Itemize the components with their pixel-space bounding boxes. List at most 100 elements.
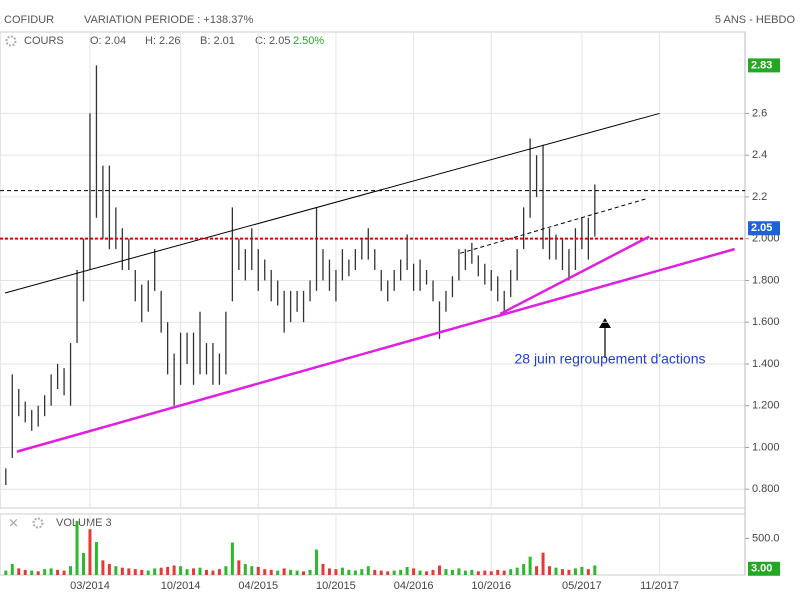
volume-bar <box>179 566 183 575</box>
close: C: 2.05 <box>255 35 290 47</box>
y-tick-label: 1.800 <box>752 274 780 286</box>
volume-bar <box>593 565 597 575</box>
volume-bar <box>127 568 131 575</box>
open: O: 2.04 <box>90 35 126 47</box>
volume-bar <box>69 566 73 575</box>
y-tick-label: 1.000 <box>752 441 780 453</box>
low: B: 2.01 <box>200 35 235 47</box>
volume-bar <box>444 569 448 575</box>
volume-bar <box>114 566 118 575</box>
volume-bar <box>75 521 79 575</box>
volume-bar <box>386 571 390 575</box>
x-tick-label: 03/2014 <box>70 580 110 592</box>
volume-bar <box>153 568 157 575</box>
volume-bar <box>224 566 228 575</box>
volume-bar <box>94 542 98 575</box>
y-tick-label: 0.800 <box>752 483 780 495</box>
value-marker-label: 2.05 <box>751 222 772 234</box>
volume-bar <box>560 569 564 575</box>
volume-bar <box>56 569 60 575</box>
volume-bar <box>412 568 416 575</box>
trendline <box>4 112 660 294</box>
volume-bar <box>353 570 357 575</box>
volume-bar <box>334 569 338 575</box>
volume-bar <box>476 571 480 575</box>
y-tick-label: 2.6 <box>752 107 767 119</box>
annotation-arrowhead <box>599 318 611 328</box>
volume-bar <box>496 569 500 575</box>
x-tick-label: 10/2015 <box>316 580 356 592</box>
x-tick-label: 10/2016 <box>471 580 511 592</box>
y-tick-label: 500.0 <box>752 532 780 544</box>
volume-bar <box>347 569 351 575</box>
volume-bar <box>528 556 532 575</box>
volume-bar <box>573 568 577 575</box>
volume-bar <box>198 567 202 575</box>
volume-bar <box>392 570 396 575</box>
series-label: COURS <box>24 35 64 47</box>
volume-bar <box>548 566 552 575</box>
volume-bar <box>88 529 92 575</box>
value-marker <box>748 221 780 236</box>
volume-bar <box>23 569 27 575</box>
x-tick-label: 11/2017 <box>640 580 679 592</box>
volume-bar <box>502 570 506 575</box>
annotation: 28 juin regroupement d'actions <box>514 351 705 367</box>
volume-bar <box>366 566 370 575</box>
volume-bar <box>457 568 461 575</box>
volume-bar <box>230 542 234 575</box>
volume-bar <box>489 571 493 575</box>
volume-bar <box>515 567 519 575</box>
change: 2.50% <box>293 35 324 47</box>
period: 5 ANS - HEBDO <box>715 14 796 26</box>
volume-bar <box>431 569 435 575</box>
volume-bar <box>470 569 474 575</box>
x-tick-label: 10/2014 <box>161 580 201 592</box>
volume-bar <box>159 567 163 575</box>
volume-bar <box>120 567 124 575</box>
volume-bar <box>321 564 325 575</box>
volume-bar <box>554 567 558 575</box>
volume-bar <box>217 569 221 575</box>
volume-bar <box>250 566 254 575</box>
y-tick-label: 1.200 <box>752 400 780 412</box>
volume-bar <box>166 566 170 575</box>
settings-icon[interactable] <box>5 35 17 47</box>
volume-bar <box>450 569 454 575</box>
volume-bar <box>276 570 280 575</box>
settings-icon[interactable] <box>32 517 44 529</box>
volume-bar <box>49 568 53 575</box>
volume-bar <box>192 568 196 575</box>
volume-bar <box>4 570 8 575</box>
volume-bar <box>289 569 293 575</box>
value-marker-label: 2.83 <box>751 59 772 71</box>
volume-bar <box>10 564 14 575</box>
volume-bar <box>133 569 137 575</box>
x-tick-label: 05/2017 <box>562 580 602 592</box>
y-tick-label: 1.600 <box>752 316 780 328</box>
value-marker <box>748 561 780 576</box>
volume-bar <box>522 564 526 575</box>
volume-bar <box>425 571 429 575</box>
volume-bar <box>256 566 260 575</box>
volume-bar <box>509 569 513 575</box>
stock-name: COFIDUR <box>4 14 54 26</box>
volume-bar <box>30 570 34 575</box>
y-tick-label: 2.4 <box>752 149 767 161</box>
volume-bar <box>379 570 383 575</box>
volume-bar <box>243 564 247 575</box>
close-icon[interactable]: ✕ <box>8 515 19 530</box>
volume-bar <box>373 569 377 575</box>
volume-bar <box>269 569 273 575</box>
volume-bar <box>302 571 306 575</box>
value-marker <box>748 58 780 73</box>
volume-bar <box>308 569 312 575</box>
volume-title: VOLUME 3 <box>56 517 112 529</box>
value-marker-label: 3.00 <box>751 563 772 575</box>
y-tick-label: 2.000 <box>752 233 780 245</box>
volume-bar <box>172 565 176 575</box>
y-tick-label: 2.2 <box>752 191 767 203</box>
